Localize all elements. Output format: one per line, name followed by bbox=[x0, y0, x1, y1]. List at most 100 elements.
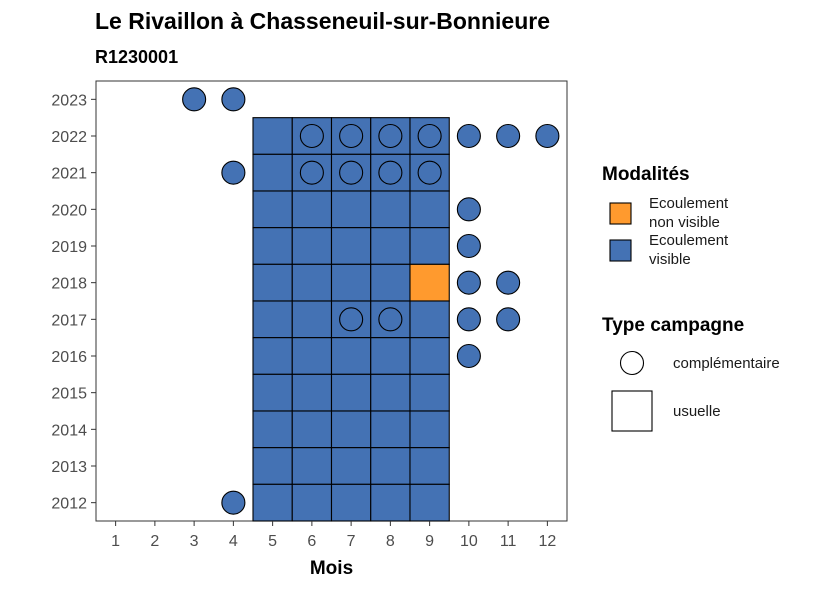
point-2017-11 bbox=[496, 307, 521, 332]
cell-2015-5 bbox=[252, 373, 293, 412]
cell-2021-6 bbox=[291, 153, 333, 192]
point-2017-10 bbox=[456, 307, 481, 332]
cell-2018-8 bbox=[370, 263, 411, 302]
cell-2018-7 bbox=[330, 263, 372, 302]
point-2020-10 bbox=[456, 197, 481, 222]
chart-subtitle: R1230001 bbox=[95, 47, 178, 67]
x-tick-label-1: 1 bbox=[111, 533, 120, 550]
y-tick-label-2017: 2017 bbox=[51, 312, 87, 329]
cell-2020-6 bbox=[291, 190, 333, 229]
y-tick-label-2013: 2013 bbox=[51, 459, 87, 476]
cell-2014-8 bbox=[370, 410, 411, 449]
point-2017-8 bbox=[378, 307, 403, 332]
legend-label-usuelle: usuelle bbox=[673, 403, 721, 420]
point-2022-10 bbox=[456, 123, 481, 149]
point-2022-11 bbox=[496, 123, 521, 149]
x-tick-label-5: 5 bbox=[268, 533, 277, 550]
cell-2017-6 bbox=[291, 300, 333, 339]
legend-type-campagne-title: Type campagne bbox=[602, 315, 744, 336]
point-2017-7 bbox=[339, 307, 364, 332]
cell-2014-6 bbox=[291, 410, 333, 449]
cell-2013-9 bbox=[409, 447, 450, 485]
cell-2020-8 bbox=[370, 190, 411, 229]
cell-2014-5 bbox=[252, 410, 293, 449]
point-2022-12 bbox=[535, 123, 560, 149]
cell-2018-6 bbox=[291, 263, 333, 302]
cell-2016-6 bbox=[291, 337, 333, 375]
y-tick-label-2014: 2014 bbox=[51, 422, 87, 439]
legend-label-complementaire: complémentaire bbox=[673, 355, 780, 372]
usuelle-cells bbox=[252, 117, 450, 522]
cell-2012-9 bbox=[409, 483, 450, 522]
y-tick-label-2015: 2015 bbox=[51, 386, 87, 403]
complementaire-points bbox=[182, 87, 560, 515]
x-tick-label-8: 8 bbox=[386, 533, 395, 550]
cell-2015-8 bbox=[370, 373, 411, 412]
point-2022-8 bbox=[378, 123, 403, 149]
cell-2012-8 bbox=[370, 483, 411, 522]
y-tick-label-2016: 2016 bbox=[51, 349, 87, 366]
point-2021-6 bbox=[299, 160, 324, 185]
point-2012-4 bbox=[221, 490, 246, 515]
x-tick-label-11: 11 bbox=[500, 533, 517, 550]
cell-2019-5 bbox=[252, 227, 293, 265]
cell-2018-5 bbox=[252, 263, 293, 302]
cell-2013-7 bbox=[330, 447, 372, 485]
x-tick-label-2: 2 bbox=[150, 533, 159, 550]
cell-2020-9 bbox=[409, 190, 450, 229]
y-axis: 2012 2013 2014 2015 2016 2017 2018 2019 2020 2021… bbox=[51, 92, 96, 513]
y-tick-label-2019: 2019 bbox=[51, 239, 87, 256]
cell-2014-9 bbox=[409, 410, 450, 449]
x-tick-label-12: 12 bbox=[538, 533, 556, 550]
cell-2019-7 bbox=[330, 227, 372, 265]
y-tick-label-2023: 2023 bbox=[51, 92, 87, 109]
legend-modalites: Modalités Ecoulement non visibleEcoulemen… bbox=[602, 164, 729, 268]
cell-2013-5 bbox=[252, 447, 293, 485]
legend-type-campagne: Type campagne complémentaire usuelle bbox=[602, 315, 780, 432]
x-axis: 1 2 3 4 5 6 7 8 9 10 11 12 bbox=[111, 521, 556, 550]
cell-2018-9 bbox=[409, 263, 450, 302]
cell-2019-9 bbox=[409, 227, 450, 265]
cell-2022-5 bbox=[252, 117, 293, 155]
point-2018-11 bbox=[496, 270, 521, 295]
x-tick-label-3: 3 bbox=[190, 533, 199, 550]
y-tick-label-2012: 2012 bbox=[51, 496, 87, 513]
cell-2016-7 bbox=[330, 337, 372, 375]
chart-title: Le Rivaillon à Chasseneuil-sur-Bonnieure bbox=[95, 8, 550, 34]
cell-2015-7 bbox=[330, 373, 372, 412]
x-tick-label-9: 9 bbox=[425, 533, 434, 550]
cell-2015-9 bbox=[409, 373, 450, 412]
point-2021-4 bbox=[221, 160, 246, 185]
y-tick-label-2021: 2021 bbox=[51, 166, 87, 183]
cell-2019-6 bbox=[291, 227, 333, 265]
legend-key-usuelle bbox=[611, 390, 653, 432]
point-2021-9 bbox=[417, 160, 442, 185]
cell-2019-8 bbox=[370, 227, 411, 265]
legend-label-ecoulement-non-visible: Ecoulement non visible bbox=[649, 195, 729, 231]
cell-2014-7 bbox=[330, 410, 372, 449]
point-2022-6 bbox=[299, 123, 324, 149]
y-tick-label-2020: 2020 bbox=[51, 202, 87, 219]
x-tick-label-10: 10 bbox=[460, 533, 478, 550]
x-tick-label-6: 6 bbox=[307, 533, 316, 550]
cell-2016-5 bbox=[252, 337, 293, 375]
cell-2013-8 bbox=[370, 447, 411, 485]
cell-2020-7 bbox=[330, 190, 372, 229]
cell-2017-9 bbox=[409, 300, 450, 339]
point-2023-3 bbox=[182, 87, 207, 112]
legend-key-complementaire bbox=[619, 350, 645, 376]
x-tick-label-4: 4 bbox=[229, 533, 238, 550]
cell-2012-5 bbox=[252, 483, 293, 522]
cell-2012-7 bbox=[330, 483, 372, 522]
cell-2017-5 bbox=[252, 300, 293, 339]
x-tick-label-7: 7 bbox=[347, 533, 356, 550]
point-2018-10 bbox=[456, 270, 481, 295]
cell-2020-5 bbox=[252, 190, 293, 229]
legend-key-ecoulement-visible bbox=[609, 239, 632, 262]
point-2021-8 bbox=[378, 160, 403, 185]
cell-2021-5 bbox=[252, 153, 293, 192]
point-2022-9 bbox=[417, 123, 442, 149]
point-2016-10 bbox=[456, 343, 481, 369]
legend-key-ecoulement-non-visible bbox=[609, 202, 632, 225]
